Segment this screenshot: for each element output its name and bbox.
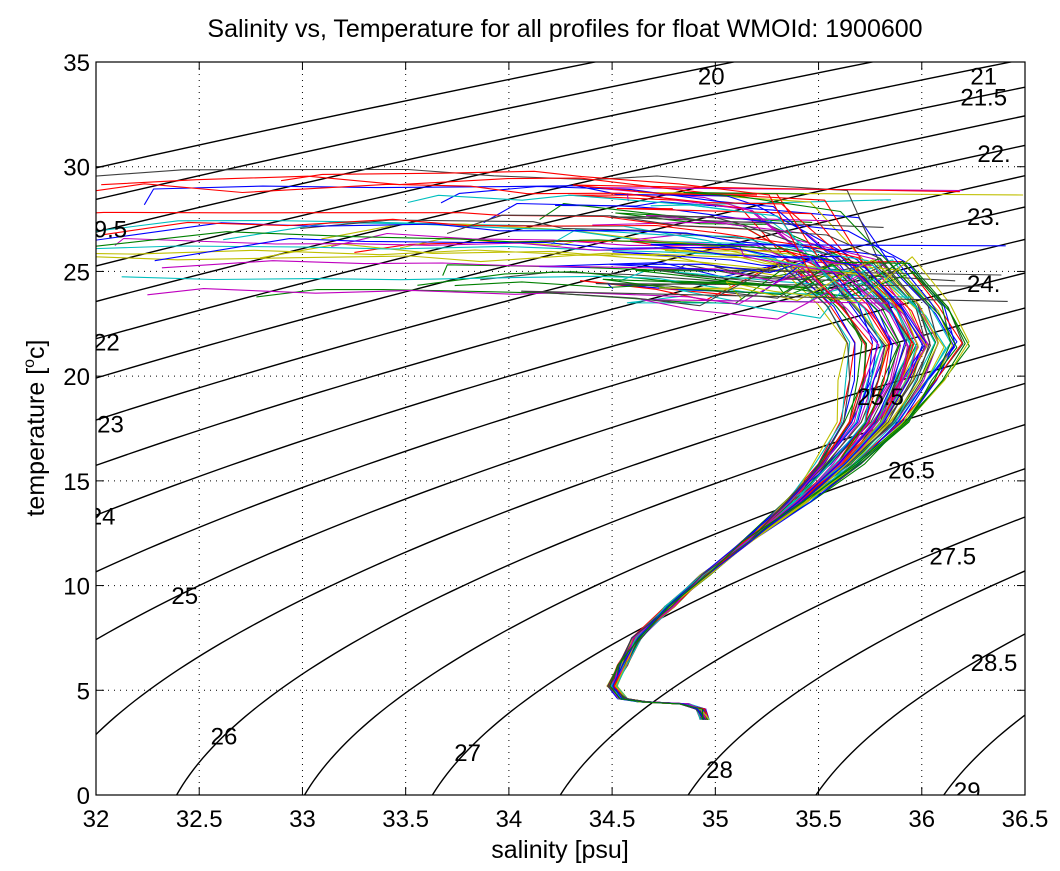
density-contour bbox=[96, 144, 1025, 379]
contour-label: 23. bbox=[967, 204, 1000, 231]
contour-label: 25 bbox=[171, 583, 198, 610]
y-axis-label-superscript: o bbox=[21, 359, 38, 368]
density-contour bbox=[96, 272, 1025, 573]
contour-label: 25.5 bbox=[857, 384, 904, 411]
x-tick-label: 36.5 bbox=[1002, 806, 1049, 833]
x-tick-label: 33 bbox=[289, 806, 316, 833]
x-tick-label: 32 bbox=[83, 806, 110, 833]
contour-label: 22 bbox=[93, 330, 120, 357]
profile-line bbox=[607, 262, 927, 720]
profile-line bbox=[407, 194, 883, 720]
contour-label: 9.5 bbox=[94, 217, 127, 244]
y-tick-label: 5 bbox=[77, 678, 90, 705]
y-axis-label-end: c] bbox=[22, 339, 50, 358]
contour-label: 26.5 bbox=[888, 457, 935, 484]
density-contour bbox=[96, 307, 1025, 641]
profile-line bbox=[602, 263, 901, 720]
x-tick-label: 32.5 bbox=[176, 806, 223, 833]
profile-line bbox=[609, 256, 873, 720]
density-contour bbox=[303, 423, 1025, 795]
profile-line bbox=[613, 250, 919, 720]
contour-label: 20 bbox=[698, 64, 725, 91]
y-axis-label-main: temperature [ bbox=[22, 368, 50, 517]
profile-line bbox=[613, 274, 927, 720]
profile-line bbox=[610, 273, 913, 720]
x-tick-label: 36 bbox=[908, 806, 935, 833]
plot-frame bbox=[95, 61, 1026, 796]
profile-line bbox=[611, 268, 899, 720]
axis-ticks: 32 32.5 33 33.5 34 34.5 35 35.5 36 36.5 0 5 10 15 20 25… bbox=[63, 50, 1048, 833]
density-contour bbox=[96, 62, 876, 233]
profile-line bbox=[521, 262, 1008, 720]
density-contour bbox=[96, 238, 1025, 517]
profile-line bbox=[114, 237, 908, 720]
y-axis-label: temperature [oc] bbox=[21, 339, 50, 516]
y-tick-label: 25 bbox=[63, 259, 90, 286]
x-tick-label: 33.5 bbox=[382, 806, 429, 833]
contour-label: 27 bbox=[454, 740, 481, 767]
density-contour bbox=[96, 86, 1025, 303]
profile-line bbox=[121, 275, 947, 720]
contour-label: 28 bbox=[706, 757, 733, 784]
contour-label: 21 bbox=[970, 64, 997, 91]
density-contour bbox=[96, 206, 1025, 467]
density-contour bbox=[815, 633, 1025, 795]
profile-line bbox=[154, 238, 906, 720]
y-tick-label: 15 bbox=[63, 469, 90, 496]
chart-title: Salinity vs, Temperature for all profile… bbox=[207, 15, 922, 43]
contour-label: 23 bbox=[97, 411, 124, 438]
y-tick-label: 0 bbox=[77, 783, 90, 810]
profile-line bbox=[96, 231, 966, 720]
y-tick-label: 10 bbox=[63, 574, 90, 601]
x-tick-label: 34.5 bbox=[589, 806, 636, 833]
x-tick-label: 34 bbox=[496, 806, 523, 833]
profile-lines bbox=[96, 168, 1024, 721]
y-tick-label: 30 bbox=[63, 155, 90, 182]
density-contour bbox=[96, 344, 1025, 736]
contour-label: 21.5 bbox=[960, 85, 1007, 112]
y-tick-label: 35 bbox=[63, 50, 90, 77]
density-contour bbox=[559, 516, 1025, 795]
density-contour bbox=[96, 115, 1025, 340]
profile-line bbox=[615, 259, 939, 720]
profile-line bbox=[259, 243, 888, 720]
profile-line bbox=[608, 251, 893, 720]
profile-line bbox=[321, 223, 848, 720]
density-contour bbox=[175, 382, 1025, 795]
profile-line bbox=[147, 267, 880, 720]
density-contour bbox=[431, 468, 1025, 795]
profile-line bbox=[161, 260, 902, 720]
y-tick-label: 20 bbox=[63, 364, 90, 391]
x-axis-label: salinity [psu] bbox=[491, 836, 629, 864]
x-tick-label: 35.5 bbox=[795, 806, 842, 833]
contour-label: 24. bbox=[967, 271, 1000, 298]
contour-label: 29 bbox=[954, 778, 981, 805]
x-tick-label: 35 bbox=[702, 806, 729, 833]
density-contour bbox=[96, 62, 1015, 267]
density-contours bbox=[96, 62, 1025, 795]
contour-label: 24 bbox=[89, 503, 116, 530]
density-contour bbox=[687, 570, 1025, 795]
contour-label: 26 bbox=[211, 723, 238, 750]
contour-label: 22. bbox=[977, 141, 1010, 168]
contour-label: 28.5 bbox=[971, 650, 1018, 677]
contour-label: 27.5 bbox=[929, 543, 976, 570]
